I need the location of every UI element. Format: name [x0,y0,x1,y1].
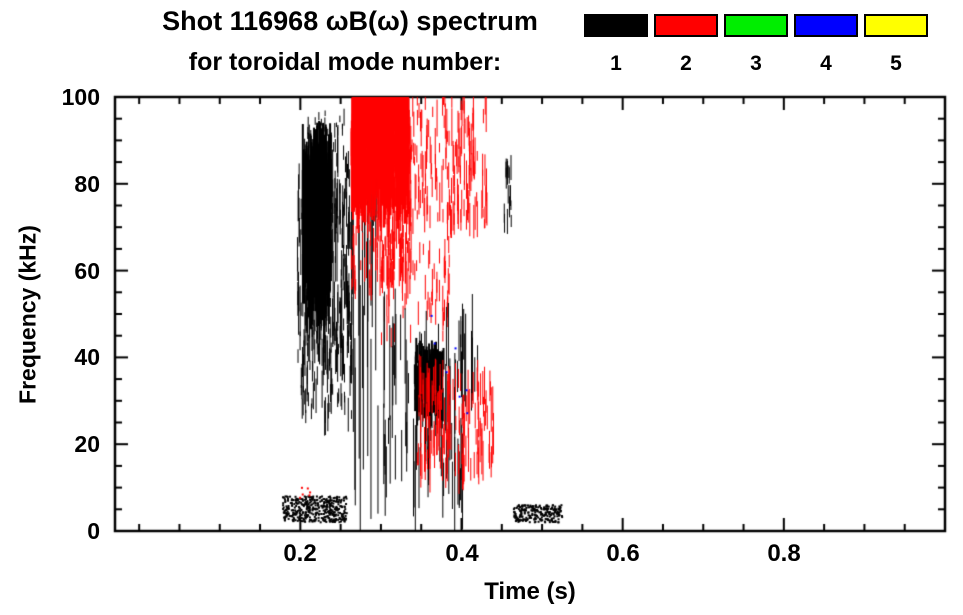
x-tick-label-0.4: 0.4 [445,540,479,567]
x-tick-label-0.6: 0.6 [606,540,640,567]
legend-label-mode-2: 2 [680,52,692,75]
legend-swatch-mode-4 [794,14,858,37]
legend-label-mode-5: 5 [890,52,902,75]
legend-swatches [584,14,928,37]
y-tick-label-40: 40 [74,344,100,370]
legend-labels: 1 2 3 4 5 [584,52,928,76]
legend-label-mode-1: 1 [610,52,622,75]
y-tick-label-60: 60 [74,258,100,284]
y-tick-label-80: 80 [74,171,100,197]
y-tick-label-100: 100 [61,84,100,110]
legend-label-mode-3: 3 [750,52,762,75]
chart-title-line2: for toroidal mode number: [188,48,502,76]
legend-swatch-mode-5 [864,14,928,37]
legend-swatch-mode-3 [724,14,788,37]
legend-swatch-mode-1 [584,14,648,37]
x-tick-label-0.8: 0.8 [767,540,801,567]
y-axis-label: Frequency (kHz) [14,225,41,404]
y-tick-label-20: 20 [74,431,100,457]
legend-label-mode-4: 4 [820,52,832,75]
chart-title-line1: Shot 116968 ωB(ω) spectrum [162,6,538,36]
y-tick-label-0: 0 [87,518,100,544]
x-tick-label-0.2: 0.2 [283,540,317,567]
legend-swatch-mode-2 [654,14,718,37]
x-axis-label: Time (s) [484,578,576,605]
